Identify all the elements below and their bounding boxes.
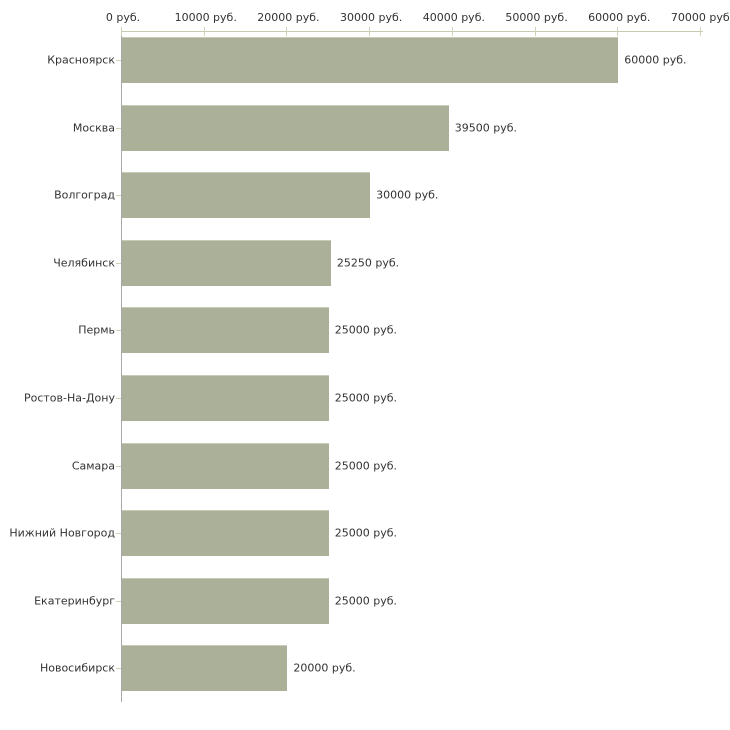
category-label: Москва <box>72 121 115 135</box>
x-tick-label: 40000 руб. <box>422 11 485 24</box>
bar-value-label: 20000 руб. <box>293 661 356 675</box>
bar-value-label: 30000 руб. <box>376 188 439 202</box>
bar-value-label: 25000 руб. <box>334 594 398 608</box>
x-tick-label: 70000 руб. <box>670 11 730 24</box>
category-tick-mark <box>116 263 121 264</box>
category-tick-mark <box>116 533 121 534</box>
category-label: Челябинск <box>53 256 115 270</box>
bar <box>122 442 329 489</box>
bar <box>122 510 329 557</box>
x-tick-label: 30000 руб. <box>340 11 403 24</box>
bar <box>122 307 329 354</box>
category-tick-mark <box>116 398 121 399</box>
bar <box>122 37 619 83</box>
x-axis-line <box>121 31 703 32</box>
category-tick-mark <box>116 668 121 669</box>
x-tick-mark <box>617 27 619 36</box>
bar <box>122 104 449 151</box>
x-tick-label: 60000 руб. <box>588 11 651 24</box>
bar-value-label: 39500 руб. <box>454 121 517 135</box>
category-label: Пермь <box>78 323 115 337</box>
category-tick-mark <box>116 195 121 196</box>
category-tick-mark <box>116 601 121 602</box>
y-axis-line <box>121 31 122 702</box>
bar-value-label: 25000 руб. <box>334 391 398 405</box>
x-tick-mark <box>451 27 453 36</box>
x-tick-mark <box>534 27 536 36</box>
bar <box>122 645 288 692</box>
x-tick-mark <box>121 27 122 36</box>
category-label: Красноярск <box>47 53 115 67</box>
x-tick-label: 20000 руб. <box>257 11 320 24</box>
bar-value-label: 60000 руб. <box>624 53 687 67</box>
category-label: Волгоград <box>54 188 115 202</box>
bar <box>122 375 329 421</box>
bar-value-label: 25000 руб. <box>334 323 398 337</box>
bar-value-label: 25000 руб. <box>334 459 398 473</box>
category-label: Самара <box>71 459 115 473</box>
bar <box>122 577 329 624</box>
category-tick-mark <box>116 330 121 331</box>
bar-value-label: 25250 руб. <box>336 256 400 270</box>
x-tick-label: 50000 руб. <box>505 11 568 24</box>
category-tick-mark <box>116 60 121 61</box>
category-tick-mark <box>116 466 121 467</box>
category-tick-mark <box>116 128 121 129</box>
x-tick-label: 10000 руб. <box>174 11 237 24</box>
x-tick-mark <box>700 27 701 36</box>
category-label: Новосибирск <box>39 661 115 675</box>
category-label: Екатеринбург <box>34 594 115 608</box>
x-tick-mark <box>286 27 288 36</box>
bar <box>122 172 371 219</box>
x-tick-label: 0 руб. <box>105 11 141 24</box>
x-tick-mark <box>369 27 371 36</box>
bar <box>122 239 331 286</box>
x-tick-mark <box>203 27 205 36</box>
bar-value-label: 25000 руб. <box>334 526 398 540</box>
category-label: Ростов-На-Дону <box>23 391 115 405</box>
category-label: Нижний Новгород <box>9 526 115 540</box>
